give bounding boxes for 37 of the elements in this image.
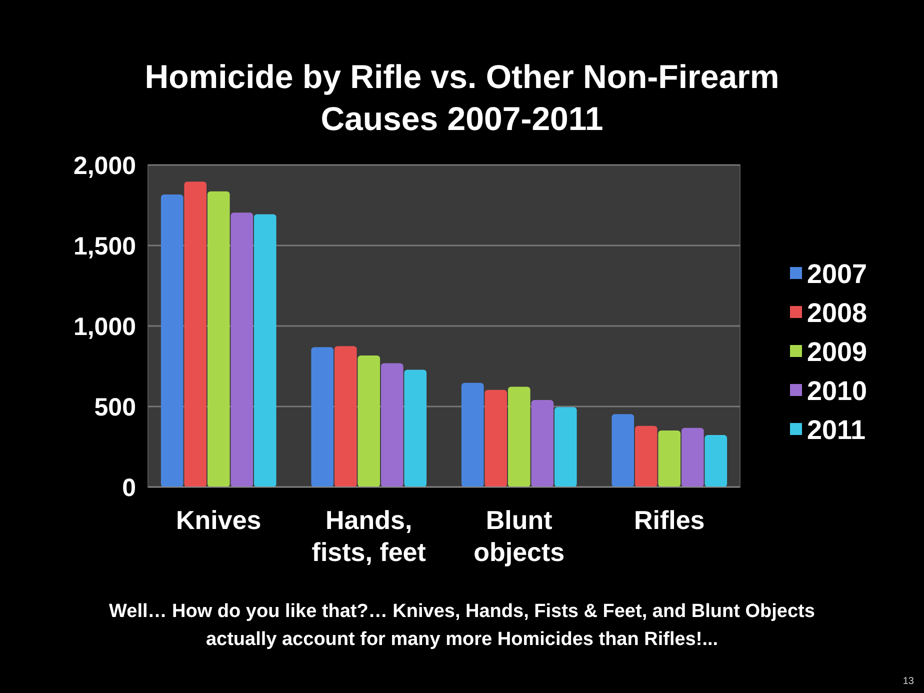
- x-tick-label: Blunt objects: [474, 505, 565, 567]
- bar: [230, 212, 254, 487]
- y-tick-label: 1,000: [73, 312, 136, 341]
- bar: [531, 400, 554, 487]
- text: Well… How do you like that?… Knives, Hands, Fists & Feet, and Blunt Objects actually account for many more Homicides than Rifles!...: [109, 601, 815, 650]
- bar: [634, 426, 658, 487]
- bar: [681, 428, 704, 487]
- chart-title: Homicide by Rifle vs. Other Non-Firearm Causes 2007-2011: [144, 58, 780, 137]
- legend-label: 2007: [807, 259, 868, 289]
- bar: [404, 370, 427, 487]
- bar: [461, 382, 484, 487]
- bar: [207, 191, 230, 487]
- legend-label: 2009: [807, 337, 868, 367]
- bar: [508, 386, 530, 487]
- y-tick-label: 500: [94, 393, 136, 422]
- text: 13: [902, 676, 914, 687]
- bar: [311, 347, 334, 487]
- bar: [554, 407, 577, 487]
- bar: [358, 355, 380, 487]
- x-tick-label: Knives: [176, 505, 262, 535]
- y-tick-label: 1,500: [73, 232, 136, 260]
- bar: [160, 194, 184, 487]
- bar: [254, 214, 276, 487]
- x-tick-label: Rifles: [634, 505, 705, 535]
- bar: [380, 363, 404, 487]
- bar: [484, 390, 508, 487]
- x-tick-label: Hands, fists, feet: [312, 505, 426, 567]
- bar: [184, 182, 207, 487]
- bar: [612, 414, 634, 487]
- legend-label: 2008: [807, 298, 868, 328]
- legend-label: 2011: [807, 415, 866, 445]
- y-tick-label: 2,000: [73, 152, 136, 180]
- y-tick-label: 0: [122, 474, 136, 502]
- legend-label: 2010: [807, 376, 868, 406]
- bar: [704, 434, 728, 487]
- bar: [658, 430, 681, 487]
- bar: [334, 346, 357, 487]
